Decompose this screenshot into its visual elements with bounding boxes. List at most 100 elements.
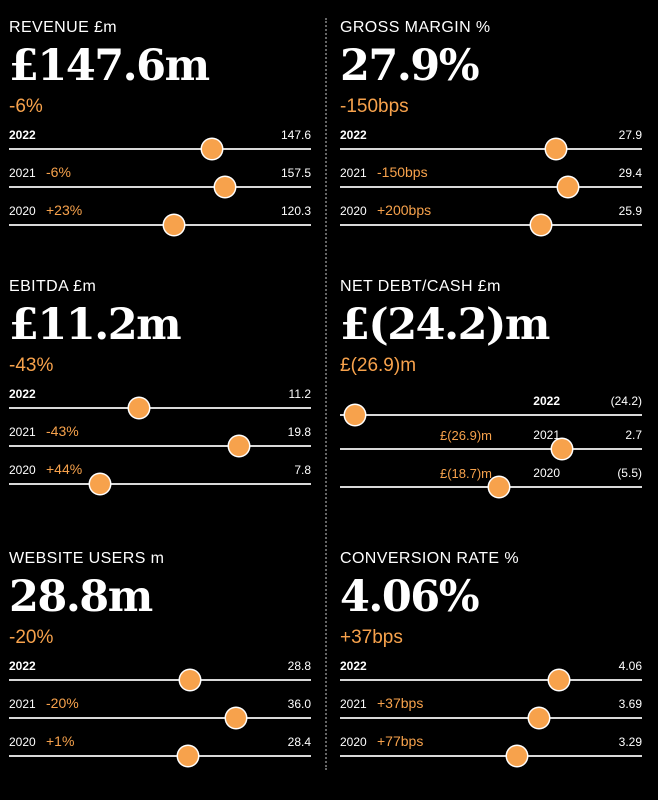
series-row-2020: 2020 +77bps 3.29 <box>340 733 642 766</box>
value-label: 157.5 <box>280 166 311 180</box>
value-marker <box>552 439 573 459</box>
slider-track <box>9 445 311 447</box>
year-change: +200bps <box>377 202 432 218</box>
slider-track <box>9 186 311 188</box>
headline-change: -150bps <box>340 96 409 117</box>
value-label: 25.9 <box>618 204 642 218</box>
series-row-2022: 2022 11.2 <box>9 387 311 418</box>
headline-value: £11.2m <box>9 300 182 350</box>
value-marker <box>177 746 198 766</box>
value-marker <box>488 477 509 497</box>
slider-track <box>9 224 311 226</box>
kpi-title: GROSS MARGIN % <box>340 19 491 36</box>
year-change: +1% <box>46 733 75 749</box>
value-label: (24.2) <box>610 394 642 408</box>
series-row-2020: 2020 £(18.7)m (5.5) <box>340 466 642 497</box>
year-label: 2021 <box>9 697 36 711</box>
value-label: 3.69 <box>618 697 642 711</box>
headline-value: 4.06% <box>340 572 480 622</box>
series-row-2021: 2021 -6% 157.5 <box>9 164 311 197</box>
series-row-2021: 2021 -43% 19.8 <box>9 423 311 456</box>
slider-track <box>9 679 311 681</box>
series-row-2020: 2020 +1% 28.4 <box>9 733 311 766</box>
kpi-title: REVENUE £m <box>9 19 118 36</box>
value-label: 28.4 <box>287 735 311 749</box>
year-change: -150bps <box>377 164 428 180</box>
value-marker <box>89 474 110 494</box>
year-change: £(18.7)m <box>439 466 492 481</box>
year-change: £(26.9)m <box>439 428 492 443</box>
series-row-2020: 2020 +200bps 25.9 <box>340 202 642 235</box>
value-label: 36.0 <box>287 697 311 711</box>
value-marker <box>228 436 249 456</box>
headline-change: -43% <box>9 355 54 376</box>
year-change: -43% <box>46 423 79 439</box>
value-marker <box>507 746 528 766</box>
year-label: 2022 <box>9 387 36 401</box>
year-label: 2020 <box>9 463 36 477</box>
value-label: 7.8 <box>294 463 311 477</box>
kpi-panel-ebitda: EBITDA £m £11.2m -43% 2022 11.2 2021 -43% 19.8 2… <box>9 278 311 528</box>
slider-track <box>9 148 311 150</box>
headline-value: 27.9% <box>340 41 480 91</box>
year-change: -20% <box>46 695 79 711</box>
headline-change: +37bps <box>340 627 403 648</box>
series-row-2021: 2021 +37bps 3.69 <box>340 695 642 728</box>
series-row-2021: 2021 -20% 36.0 <box>9 695 311 728</box>
year-change: +37bps <box>377 695 424 711</box>
year-label: 2022 <box>340 128 367 142</box>
value-label: 28.8 <box>287 659 311 673</box>
year-label: 2022 <box>9 128 36 142</box>
slider-track <box>340 148 642 150</box>
kpi-panel-gross-margin: GROSS MARGIN % 27.9% -150bps 2022 27.9 2021 -1… <box>340 19 642 269</box>
year-label: 2020 <box>340 735 367 749</box>
year-label: 2020 <box>9 735 36 749</box>
value-marker <box>225 708 246 728</box>
slider-track <box>9 483 311 485</box>
kpi-panel-revenue: REVENUE £m £147.6m -6% 2022 147.6 2021 -6% 157.… <box>9 19 311 269</box>
series-row-2022: 2022 4.06 <box>340 659 642 690</box>
value-label: 4.06 <box>618 659 642 673</box>
slider-track <box>340 186 642 188</box>
kpi-title: WEBSITE USERS m <box>9 550 165 567</box>
year-label: 2021 <box>9 425 36 439</box>
year-change: +77bps <box>377 733 424 749</box>
kpi-title: CONVERSION RATE % <box>340 550 519 567</box>
value-label: 120.3 <box>280 204 311 218</box>
value-marker <box>557 177 578 197</box>
year-label: 2021 <box>340 697 367 711</box>
value-label: 147.6 <box>280 128 311 142</box>
year-label: 2020 <box>340 204 367 218</box>
year-change: -6% <box>46 164 71 180</box>
value-marker <box>201 139 222 159</box>
headline-change: -20% <box>9 627 54 648</box>
kpi-title: NET DEBT/CASH £m <box>340 278 501 295</box>
value-marker <box>546 139 567 159</box>
year-label: 2021 <box>340 166 367 180</box>
year-label: 2021 <box>9 166 36 180</box>
kpi-panel-website-users: WEBSITE USERS m 28.8m -20% 2022 28.8 2021 -20%… <box>9 550 311 800</box>
slider-track <box>9 407 311 409</box>
value-label: (5.5) <box>617 466 642 480</box>
kpi-panel-net-debt: NET DEBT/CASH £m £(24.2)m £(26.9)m 2022 (24.… <box>340 278 642 528</box>
value-marker <box>530 215 551 235</box>
slider-track <box>340 717 642 719</box>
value-marker <box>180 670 201 690</box>
headline-value: 28.8m <box>9 572 153 622</box>
headline-value: £(24.2)m <box>340 300 550 350</box>
year-change: +23% <box>46 202 83 218</box>
year-label: 2022 <box>533 394 560 408</box>
value-label: 29.4 <box>618 166 642 180</box>
value-marker <box>528 708 549 728</box>
series-row-2020: 2020 +23% 120.3 <box>9 202 311 235</box>
year-label: 2021 <box>533 428 560 442</box>
slider-track <box>340 679 642 681</box>
series-row-2022: 2022 28.8 <box>9 659 311 690</box>
series-row-2021: 2021 £(26.9)m 2.7 <box>340 428 642 459</box>
column-divider <box>325 18 327 770</box>
slider-track <box>340 448 642 450</box>
year-label: 2022 <box>340 659 367 673</box>
value-marker <box>164 215 185 235</box>
slider-track <box>340 755 642 757</box>
value-label: 19.8 <box>287 425 311 439</box>
